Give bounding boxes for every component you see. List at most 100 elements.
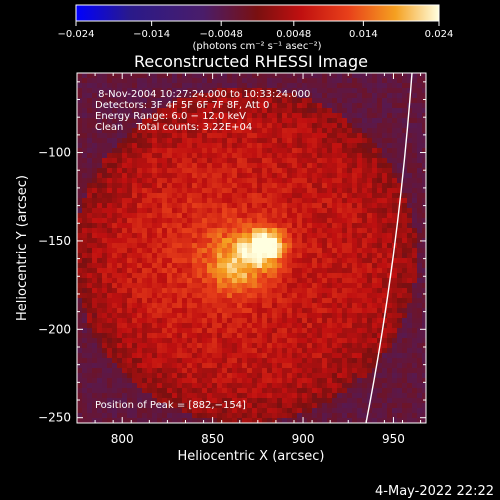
heatmap-cell xyxy=(187,118,193,124)
heatmap-cell xyxy=(177,348,183,354)
heatmap-cell xyxy=(327,248,333,254)
heatmap-cell xyxy=(97,403,103,409)
heatmap-cell xyxy=(322,348,328,354)
heatmap-cell xyxy=(297,153,303,159)
heatmap-cell xyxy=(292,358,298,364)
heatmap-cell xyxy=(172,173,178,179)
heatmap-cell xyxy=(262,208,268,214)
heatmap-cell xyxy=(407,418,413,423)
heatmap-cell xyxy=(372,268,378,274)
heatmap-cell xyxy=(92,233,98,239)
heatmap-cell xyxy=(417,193,423,199)
heatmap-cell xyxy=(202,338,208,344)
heatmap-cell xyxy=(222,88,228,94)
heatmap-cell xyxy=(417,83,423,89)
heatmap-cell xyxy=(287,313,293,319)
heatmap-cell xyxy=(272,248,278,254)
heatmap-cell xyxy=(172,333,178,339)
heatmap-cell xyxy=(402,353,408,359)
heatmap-cell xyxy=(422,298,426,304)
heatmap-cell xyxy=(172,193,178,199)
heatmap-cell xyxy=(217,263,223,269)
heatmap-cell xyxy=(192,113,198,119)
heatmap-cell xyxy=(382,288,388,294)
heatmap-cell xyxy=(327,223,333,229)
heatmap-cell xyxy=(367,378,373,384)
heatmap-cell xyxy=(362,323,368,329)
heatmap-cell xyxy=(242,233,248,239)
heatmap-cell xyxy=(307,243,313,249)
heatmap-cell xyxy=(307,123,313,129)
heatmap-cell xyxy=(247,398,253,404)
heatmap-cell xyxy=(302,288,308,294)
heatmap-cell xyxy=(272,158,278,164)
heatmap-cell xyxy=(212,143,218,149)
heatmap-cell xyxy=(207,383,213,389)
heatmap-cell xyxy=(362,218,368,224)
heatmap-cell xyxy=(317,213,323,219)
heatmap-cell xyxy=(277,158,283,164)
heatmap-cell xyxy=(97,278,103,284)
heatmap-cell xyxy=(317,378,323,384)
heatmap-cell xyxy=(142,418,148,423)
heatmap-cell xyxy=(187,148,193,154)
heatmap-cell xyxy=(352,138,358,144)
heatmap-cell xyxy=(292,218,298,224)
heatmap-cell xyxy=(357,183,363,189)
heatmap-cell xyxy=(407,343,413,349)
heatmap-cell xyxy=(182,198,188,204)
heatmap-cell xyxy=(262,308,268,314)
heatmap-cell xyxy=(212,148,218,154)
heatmap-cell xyxy=(92,388,98,394)
heatmap-cell xyxy=(272,313,278,319)
heatmap-cell xyxy=(377,163,383,169)
heatmap-cell xyxy=(217,88,223,94)
heatmap-cell xyxy=(287,403,293,409)
heatmap-cell xyxy=(152,278,158,284)
heatmap-cell xyxy=(222,323,228,329)
heatmap-cell xyxy=(297,308,303,314)
heatmap-cell xyxy=(152,273,158,279)
heatmap-cell xyxy=(247,368,253,374)
heatmap-cell xyxy=(92,353,98,359)
heatmap-cell xyxy=(277,128,283,134)
heatmap-cell xyxy=(402,168,408,174)
heatmap-cell xyxy=(417,158,423,164)
heatmap-cell xyxy=(272,318,278,324)
heatmap-cell xyxy=(157,308,163,314)
heatmap-cell xyxy=(92,103,98,109)
heatmap-cell xyxy=(297,128,303,134)
heatmap-cell xyxy=(222,328,228,334)
heatmap-cell xyxy=(267,298,273,304)
heatmap-cell xyxy=(217,138,223,144)
heatmap-cell xyxy=(282,298,288,304)
heatmap-cell xyxy=(337,163,343,169)
heatmap-cell xyxy=(152,198,158,204)
heatmap-cell xyxy=(107,378,113,384)
heatmap-cell xyxy=(187,358,193,364)
heatmap-cell xyxy=(342,308,348,314)
heatmap-cell xyxy=(242,258,248,264)
heatmap-cell xyxy=(162,333,168,339)
heatmap-cell xyxy=(152,253,158,259)
heatmap-cell xyxy=(402,308,408,314)
heatmap-cell xyxy=(247,148,253,154)
heatmap-cell xyxy=(97,93,103,99)
heatmap-cell xyxy=(332,413,338,419)
heatmap-cell xyxy=(197,278,203,284)
heatmap-cell xyxy=(87,223,93,229)
heatmap-cell xyxy=(127,113,133,119)
heatmap-cell xyxy=(247,88,253,94)
heatmap-cell xyxy=(302,98,308,104)
heatmap-cell xyxy=(187,143,193,149)
heatmap-cell xyxy=(352,338,358,344)
heatmap-cell xyxy=(262,223,268,229)
heatmap-cell xyxy=(107,308,113,314)
heatmap-cell xyxy=(177,413,183,419)
heatmap-cell xyxy=(152,128,158,134)
heatmap-cell xyxy=(77,393,83,399)
heatmap-cell xyxy=(187,293,193,299)
heatmap-cell xyxy=(357,323,363,329)
heatmap-cell xyxy=(277,123,283,129)
heatmap-cell xyxy=(82,243,88,249)
